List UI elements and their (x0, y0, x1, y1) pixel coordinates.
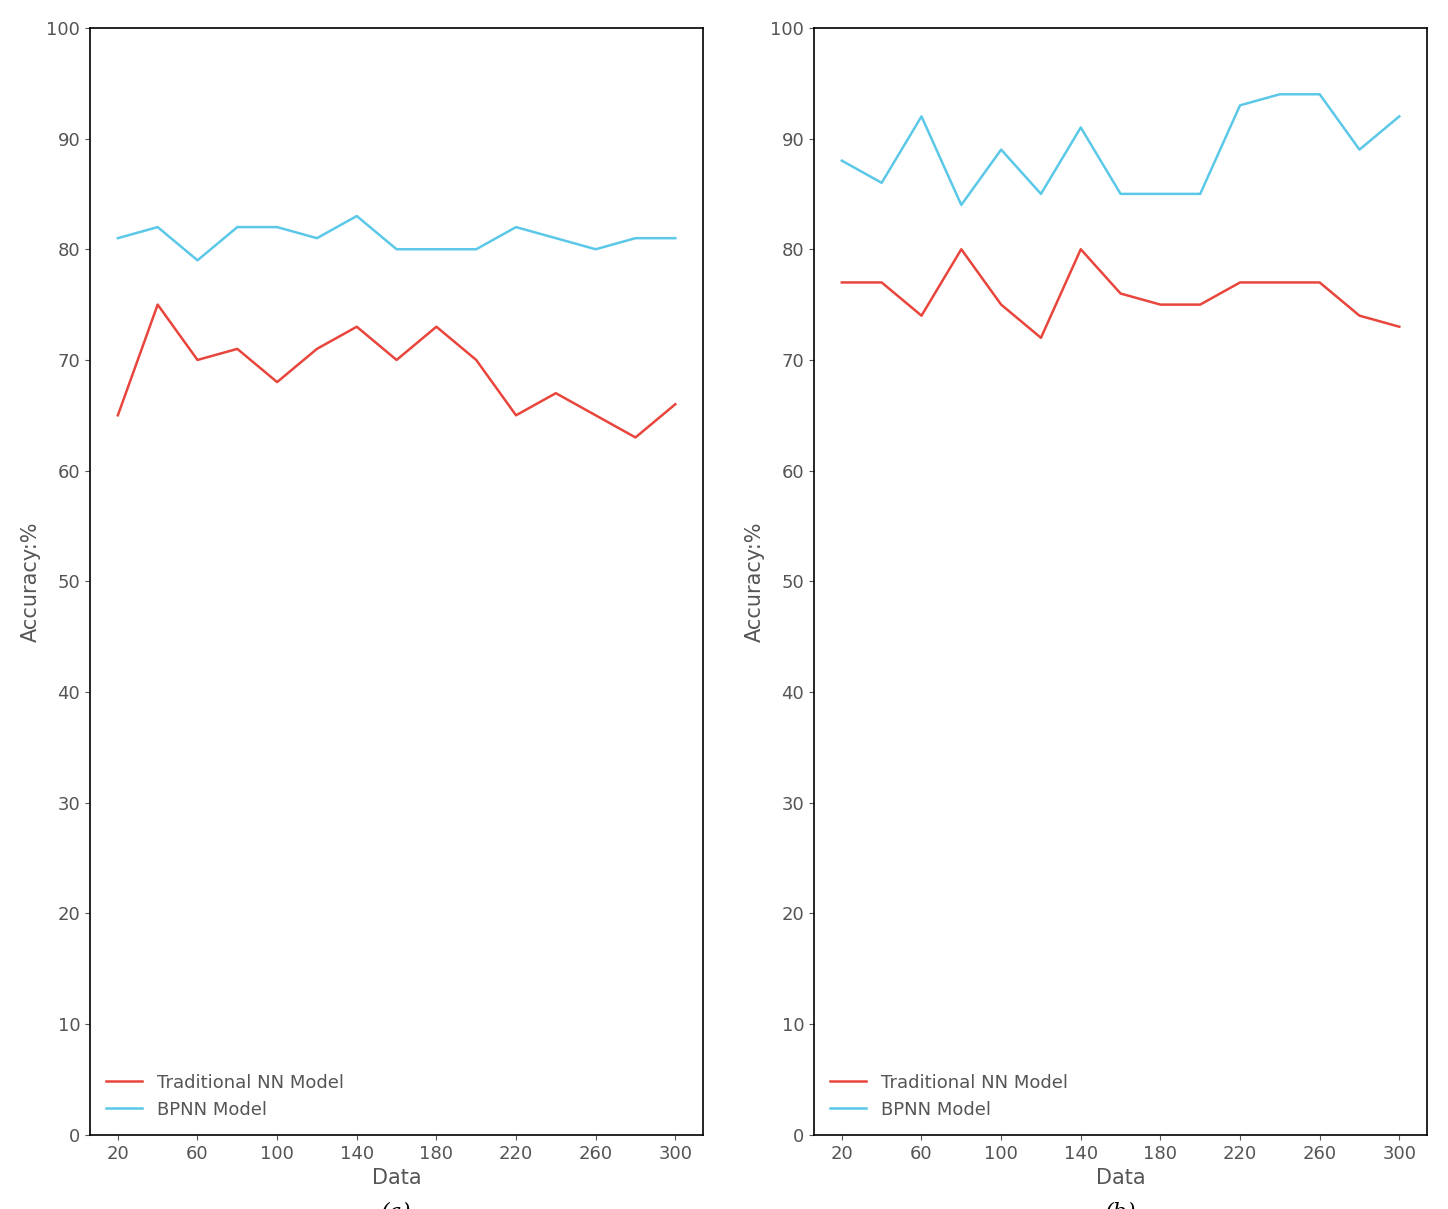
X-axis label: Data: Data (1096, 1168, 1145, 1188)
Text: (a): (a) (381, 1202, 411, 1209)
Text: (b): (b) (1105, 1202, 1137, 1209)
Y-axis label: Accuracy:%: Accuracy:% (20, 521, 41, 642)
X-axis label: Data: Data (372, 1168, 421, 1188)
Y-axis label: Accuracy:%: Accuracy:% (744, 521, 765, 642)
Legend: Traditional NN Model, BPNN Model: Traditional NN Model, BPNN Model (98, 1066, 350, 1126)
Legend: Traditional NN Model, BPNN Model: Traditional NN Model, BPNN Model (822, 1066, 1074, 1126)
